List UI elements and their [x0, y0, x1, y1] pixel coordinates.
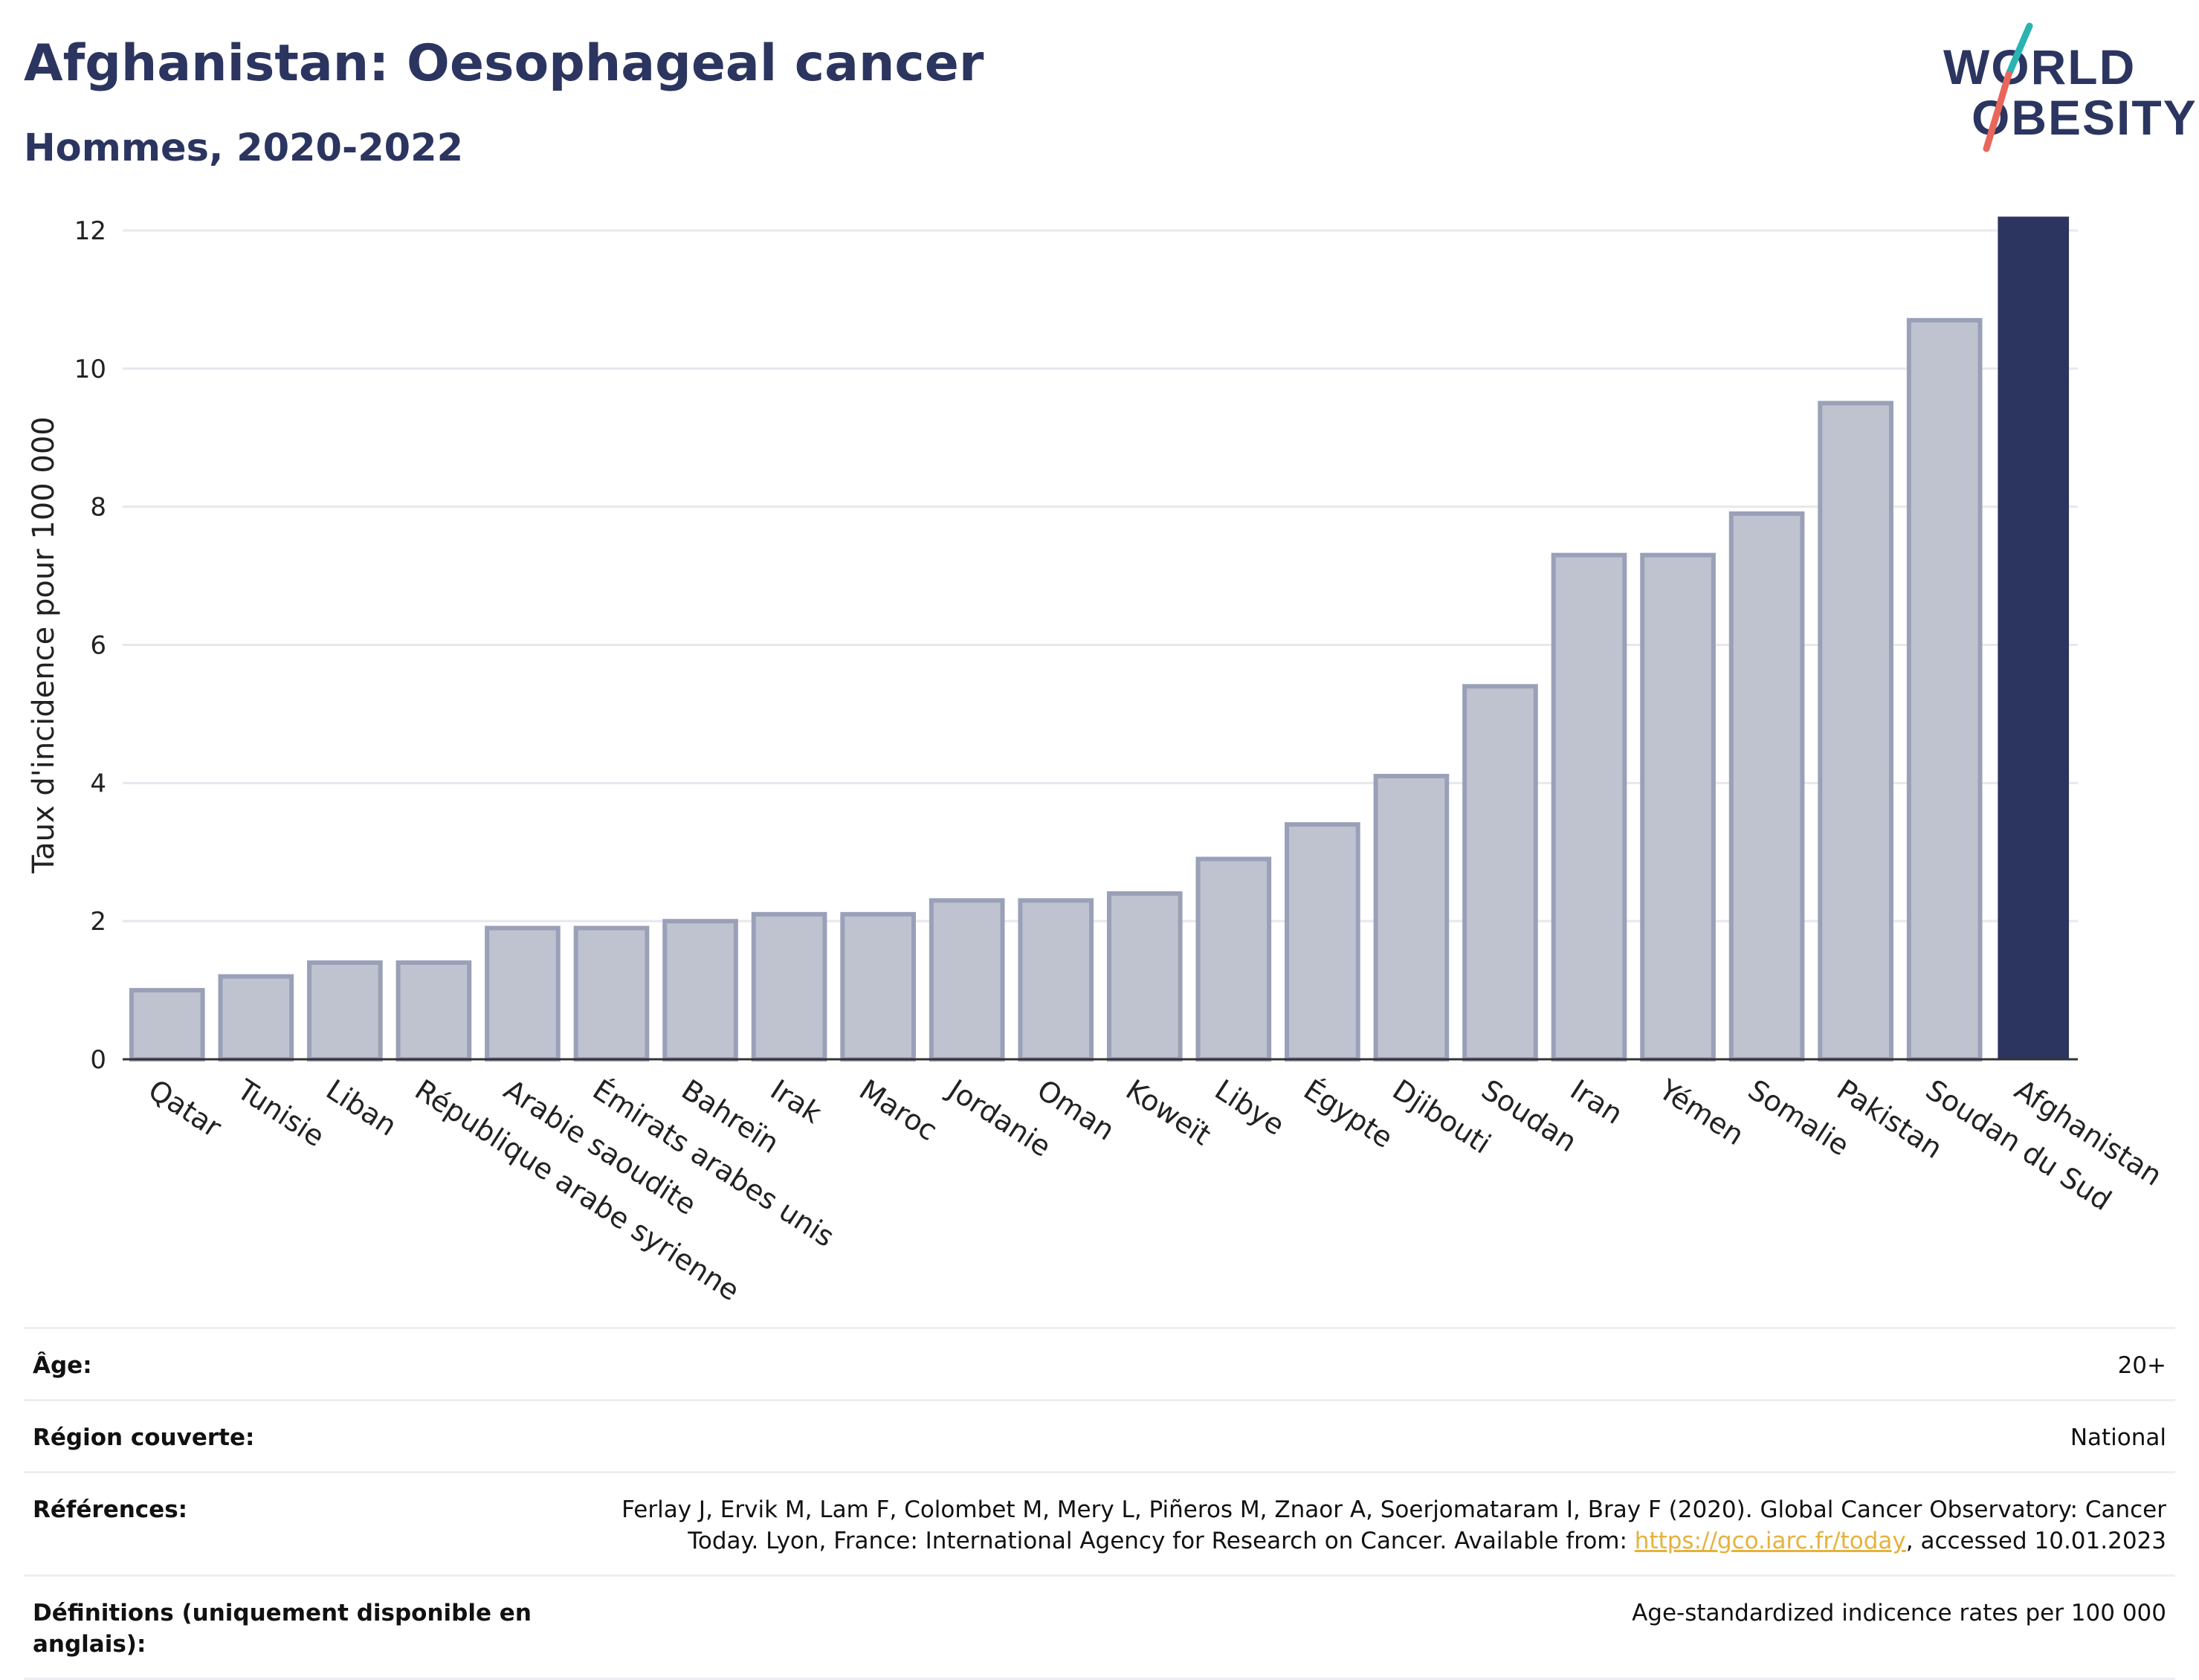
- x-tick-label: Jordanie: [941, 1073, 1057, 1163]
- bar-chart: 0 2 4 6 8 10 12 Taux d'incidence pour 100 000 Qa…: [27, 216, 2168, 1308]
- bar: [1551, 552, 1627, 1062]
- bar: [929, 898, 1005, 1062]
- y-tick-label: 8: [90, 493, 106, 523]
- logo-slash-icon: [1983, 22, 2033, 152]
- bar: [1373, 774, 1450, 1062]
- x-tick-label: Libye: [1209, 1073, 1290, 1142]
- x-tick-label: Yémen: [1653, 1073, 1750, 1151]
- bar: [1195, 856, 1272, 1062]
- logo-line-1: WORLD: [1943, 39, 2137, 94]
- x-tick-label: Tunisie: [231, 1073, 331, 1153]
- chart-subtitle: Hommes, 2020-2022: [24, 126, 464, 170]
- y-axis-label: Taux d'incidence pour 100 000: [27, 416, 61, 873]
- bar: [129, 988, 205, 1062]
- bar: [1018, 898, 1094, 1062]
- region-label: Région couverte:: [33, 1424, 255, 1451]
- age-value: 20+: [2117, 1352, 2166, 1379]
- references-value: Ferlay J, Ervik M, Lam F, Colombet M, Me…: [605, 1494, 2166, 1557]
- y-tick-label: 10: [74, 355, 106, 384]
- bar: [1728, 511, 1805, 1062]
- info-row-definitions: Définitions (uniquement disponible en an…: [24, 1574, 2175, 1680]
- references-accessed: , accessed 10.01.2023: [1905, 1528, 2166, 1554]
- x-tick-label: Liban: [320, 1073, 403, 1143]
- bar: [1106, 891, 1183, 1062]
- info-table: Âge: 20+ Région couverte: National Référ…: [24, 1327, 2175, 1680]
- references-label: Références:: [33, 1496, 188, 1523]
- bar: [1640, 552, 1716, 1062]
- x-tick-label: Soudan: [1476, 1073, 1583, 1159]
- bar: [751, 911, 827, 1062]
- info-row-region: Région couverte: National: [24, 1399, 2175, 1471]
- x-tick-label: Qatar: [143, 1073, 227, 1144]
- bar: [840, 911, 916, 1062]
- bar: [662, 919, 738, 1062]
- x-tick-label: Djibouti: [1387, 1073, 1496, 1160]
- x-tick-label: Irak: [765, 1073, 827, 1130]
- age-label: Âge:: [33, 1352, 92, 1379]
- info-row-age: Âge: 20+: [24, 1327, 2175, 1399]
- bar: [573, 925, 650, 1062]
- x-tick-label: Koweït: [1120, 1073, 1217, 1152]
- bar: [307, 960, 383, 1062]
- info-row-references: Références: Ferlay J, Ervik M, Lam F, Co…: [24, 1471, 2175, 1574]
- references-link[interactable]: https://gco.iarc.fr/today: [1634, 1528, 1906, 1554]
- bar: [395, 960, 472, 1062]
- world-obesity-logo: WORLD OBESITY: [1940, 22, 2196, 156]
- x-tick-label: Iran: [1565, 1073, 1629, 1131]
- y-tick-label: 6: [90, 631, 106, 661]
- bar: [1285, 822, 1360, 1062]
- bar: [218, 974, 294, 1062]
- y-tick-label: 4: [90, 769, 106, 798]
- region-value: National: [2070, 1424, 2166, 1451]
- chart-title: Afghanistan: Oesophageal cancer: [24, 34, 984, 93]
- y-tick-label: 12: [74, 216, 106, 246]
- bar: [1818, 401, 1893, 1062]
- logo-line-2: OBESITY: [1972, 90, 2198, 145]
- y-tick-label: 2: [90, 907, 106, 937]
- bar: [1462, 684, 1538, 1062]
- bar: [485, 925, 561, 1062]
- bar: [1998, 216, 2070, 1060]
- definitions-label: Définitions (uniquement disponible en an…: [33, 1600, 532, 1658]
- bar: [1906, 317, 1983, 1062]
- x-tick-label: Égypte: [1298, 1073, 1399, 1154]
- x-tick-label: Somalie: [1743, 1073, 1856, 1163]
- definitions-value: Age-standardized indicence rates per 100…: [1632, 1600, 2166, 1626]
- y-tick-label: 0: [90, 1045, 106, 1075]
- references-text: Ferlay J, Ervik M, Lam F, Colombet M, Me…: [621, 1496, 2166, 1554]
- x-tick-label: Maroc: [853, 1073, 943, 1148]
